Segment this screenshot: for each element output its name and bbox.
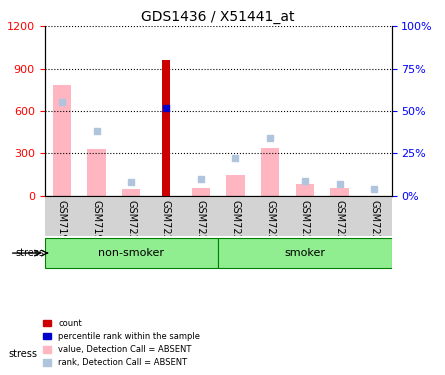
Title: GDS1436 / X51441_at: GDS1436 / X51441_at	[142, 10, 295, 24]
Text: stress: stress	[16, 248, 44, 258]
Legend: count, percentile rank within the sample, value, Detection Call = ABSENT, rank, : count, percentile rank within the sample…	[40, 316, 203, 371]
Bar	[53, 86, 71, 195]
Bar	[88, 149, 105, 195]
Bar	[218, 238, 392, 268]
Text: GSM72243: GSM72243	[126, 200, 136, 253]
Text: non-smoker: non-smoker	[98, 248, 164, 258]
Text: GSM71991: GSM71991	[92, 200, 101, 252]
Text: GSM72248: GSM72248	[300, 200, 310, 253]
Bar	[296, 184, 314, 195]
Text: GSM72250: GSM72250	[369, 200, 379, 253]
Text: GSM72244: GSM72244	[161, 200, 171, 253]
Bar	[122, 189, 140, 195]
Text: GSM71942: GSM71942	[57, 200, 67, 253]
Text: GSM72246: GSM72246	[231, 200, 240, 253]
Text: GSM72247: GSM72247	[265, 200, 275, 253]
Text: GSM72245: GSM72245	[196, 200, 206, 253]
Text: stress: stress	[9, 350, 38, 359]
Bar	[261, 147, 279, 195]
Bar	[227, 175, 244, 195]
Bar	[44, 238, 218, 268]
Bar	[192, 188, 210, 195]
Bar	[162, 60, 170, 195]
Text: smoker: smoker	[284, 248, 325, 258]
Text: GSM72249: GSM72249	[335, 200, 344, 253]
Bar	[331, 188, 348, 195]
